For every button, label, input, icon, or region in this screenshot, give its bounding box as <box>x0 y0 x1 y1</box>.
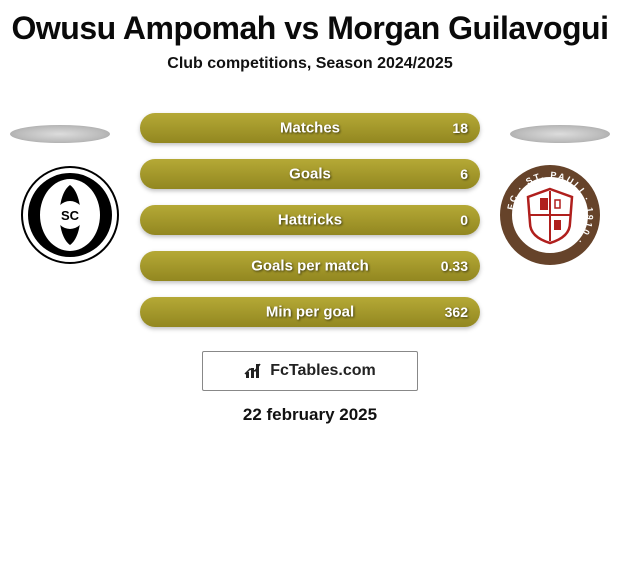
stat-value-right: 0 <box>460 212 468 228</box>
chart-icon <box>244 362 264 380</box>
stat-label: Matches <box>280 120 340 137</box>
freiburg-logo-icon: SC <box>20 165 120 265</box>
platform-right <box>510 125 610 143</box>
stat-label: Min per goal <box>266 304 354 321</box>
stat-row: Goals 6 <box>140 159 480 189</box>
platform-left <box>10 125 110 143</box>
stat-value-right: 362 <box>445 304 468 320</box>
stat-row: Matches 18 <box>140 113 480 143</box>
stat-row: Hattricks 0 <box>140 205 480 235</box>
svg-text:SC: SC <box>61 208 80 223</box>
comparison-card: Owusu Ampomah vs Morgan Guilavogui Club … <box>0 0 620 425</box>
stat-row: Min per goal 362 <box>140 297 480 327</box>
page-title: Owusu Ampomah vs Morgan Guilavogui <box>0 0 620 55</box>
stat-bars: Matches 18 Goals 6 Hattricks 0 Goals per match… <box>140 113 480 343</box>
stat-row: Goals per match 0.33 <box>140 251 480 281</box>
stat-value-right: 6 <box>460 166 468 182</box>
brand-box: FcTables.com <box>202 351 418 391</box>
stat-value-right: 0.33 <box>441 258 468 274</box>
stat-label: Hattricks <box>278 212 342 229</box>
subtitle: Club competitions, Season 2024/2025 <box>0 55 620 91</box>
stat-label: Goals per match <box>251 258 369 275</box>
stpauli-logo-icon: FC · ST. PAULI · 1910 · <box>500 165 600 265</box>
stat-value-right: 18 <box>452 120 468 136</box>
stat-label: Goals <box>289 166 331 183</box>
date-text: 22 february 2025 <box>0 405 620 425</box>
club-logo-right: FC · ST. PAULI · 1910 · <box>500 165 600 265</box>
brand-text: FcTables.com <box>270 362 376 380</box>
club-logo-left: SC <box>20 165 120 265</box>
stats-area: SC FC · ST. PAULI · 1910 · Ma <box>0 91 620 341</box>
